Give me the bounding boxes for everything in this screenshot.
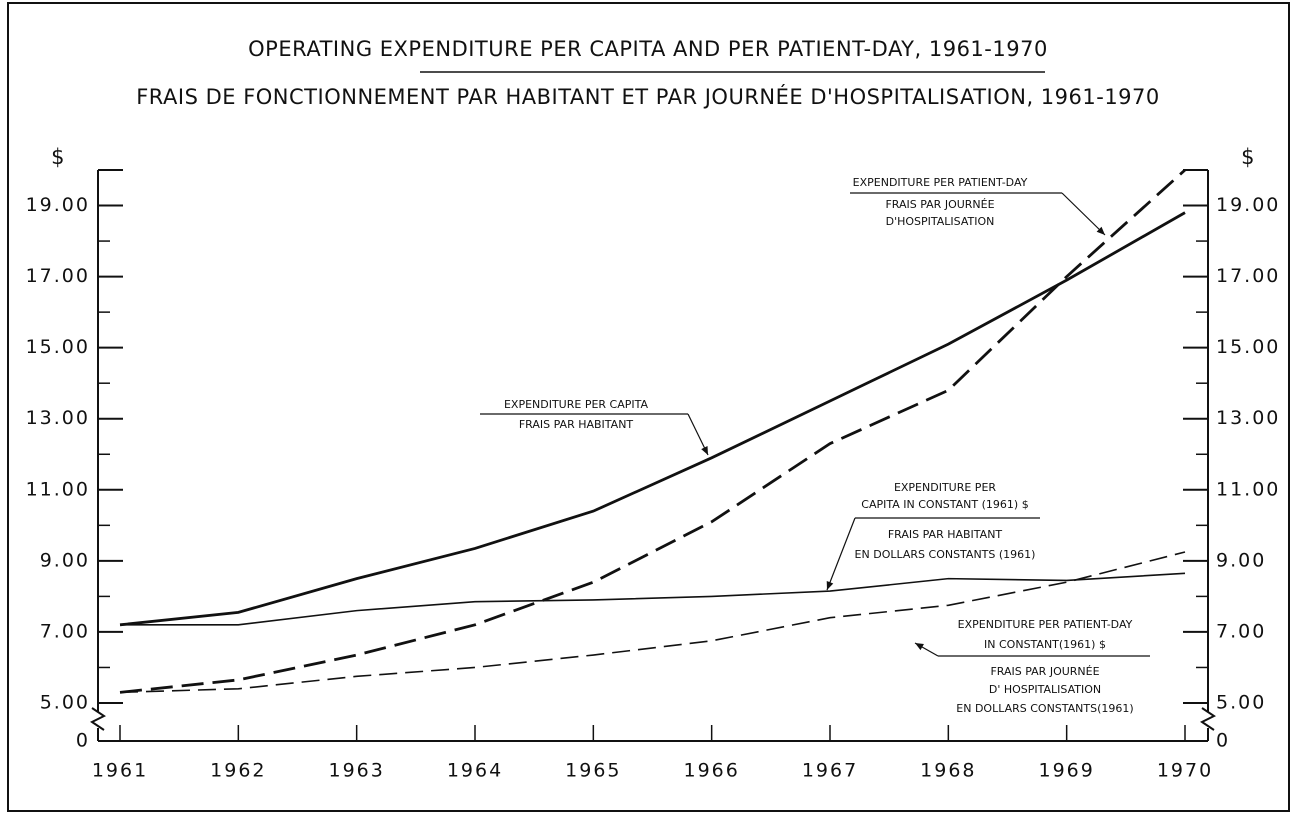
y2-tick-label: 19.00 xyxy=(1216,194,1280,216)
annotation: FRAIS PAR JOURNÉE xyxy=(885,198,994,211)
x-tick-label: 1964 xyxy=(447,760,503,782)
annotation: FRAIS PAR JOURNÉE xyxy=(990,665,1099,678)
annotation: EXPENDITURE PER PATIENT-DAY xyxy=(958,618,1133,631)
annotation: EN DOLLARS CONSTANTS(1961) xyxy=(956,702,1133,715)
leader-line xyxy=(826,517,856,591)
leader-line xyxy=(1061,192,1106,236)
x-tick-label: 1965 xyxy=(565,760,621,782)
y-tick-label: 9.00 xyxy=(40,549,90,571)
chart-subtitle: FRAIS DE FONCTIONNEMENT PAR HABITANT ET … xyxy=(136,84,1160,109)
leader-arrow xyxy=(915,643,924,651)
x-tick-label: 1967 xyxy=(802,760,858,782)
y2-tick-label: 5.00 xyxy=(1216,692,1266,714)
y2-tick-label: 11.00 xyxy=(1216,478,1280,500)
y2-tick-label: 9.00 xyxy=(1216,549,1266,571)
y-tick-label: 11.00 xyxy=(26,478,90,500)
x-tick-label: 1963 xyxy=(328,760,384,782)
series-line xyxy=(120,572,1186,626)
annotation: IN CONSTANT(1961) $ xyxy=(984,638,1106,651)
x-tick-label: 1968 xyxy=(920,760,976,782)
annotation: EN DOLLARS CONSTANTS (1961) xyxy=(855,548,1036,561)
leader-arrow xyxy=(826,581,834,590)
y2-tick-label: 13.00 xyxy=(1216,407,1280,429)
y-tick-label: 0 xyxy=(76,730,90,752)
annotation: D'HOSPITALISATION xyxy=(886,215,995,228)
y-tick-label: 17.00 xyxy=(26,265,90,287)
series-line xyxy=(119,168,1186,694)
x-tick-label: 1969 xyxy=(1038,760,1094,782)
annotation: EXPENDITURE PER CAPITA xyxy=(504,398,649,411)
leader-arrow xyxy=(701,446,708,455)
y-axis-label: $ xyxy=(51,145,65,169)
axis-break xyxy=(90,707,106,731)
y-tick-label: 15.00 xyxy=(26,336,90,358)
y2-tick-label: 7.00 xyxy=(1216,620,1266,642)
annotation: EXPENDITURE PER xyxy=(894,481,996,494)
y-tick-label: 19.00 xyxy=(26,194,90,216)
frame xyxy=(7,2,1290,812)
y2-tick-label: 0 xyxy=(1216,730,1230,752)
series-line xyxy=(119,551,1186,694)
annotation: CAPITA IN CONSTANT (1961) $ xyxy=(861,498,1028,511)
x-tick-label: 1966 xyxy=(683,760,739,782)
x-tick-label: 1970 xyxy=(1157,760,1213,782)
y-tick-label: 7.00 xyxy=(40,620,90,642)
annotation: D' HOSPITALISATION xyxy=(989,683,1101,696)
axis-break xyxy=(1200,707,1216,731)
y-tick-label: 5.00 xyxy=(40,692,90,714)
chart-title: OPERATING EXPENDITURE PER CAPITA AND PER… xyxy=(248,37,1048,61)
annotation: EXPENDITURE PER PATIENT-DAY xyxy=(853,176,1028,189)
x-tick-label: 1961 xyxy=(92,760,148,782)
y2-axis-label: $ xyxy=(1241,145,1255,169)
annotation: FRAIS PAR HABITANT xyxy=(888,528,1003,541)
x-tick-label: 1962 xyxy=(210,760,266,782)
annotation: FRAIS PAR HABITANT xyxy=(519,418,634,431)
y2-tick-label: 15.00 xyxy=(1216,336,1280,358)
leader-arrow xyxy=(1096,226,1105,235)
y-tick-label: 13.00 xyxy=(26,407,90,429)
series-line xyxy=(119,211,1186,627)
y2-tick-label: 17.00 xyxy=(1216,265,1280,287)
